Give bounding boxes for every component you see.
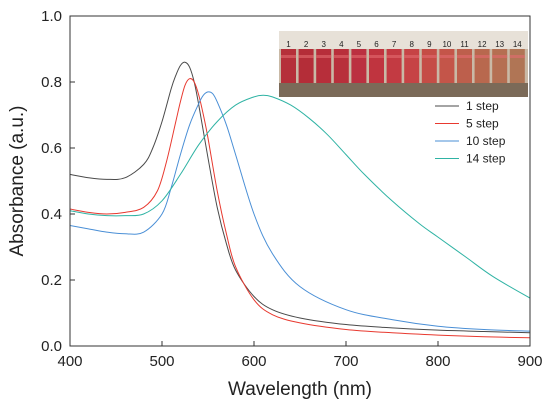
vial-label: 13 (495, 40, 504, 49)
vial-labels-group: 1 2 3 4 5 6 7 8 9 10 11 12 13 14 (286, 40, 522, 49)
y-axis-label: Absorbance (a.u.) (7, 105, 28, 256)
vial-highlight (492, 55, 508, 58)
x-tick-label: 800 (425, 353, 450, 370)
vial-highlight (281, 55, 296, 58)
vial (509, 49, 525, 83)
vial-label: 10 (442, 40, 451, 49)
vial-label: 14 (513, 40, 522, 49)
vial (421, 49, 437, 83)
legend-label: 10 step (466, 134, 506, 148)
y-tick-label: 0.6 (41, 140, 62, 157)
vial-label: 4 (339, 40, 344, 49)
vial-label: 11 (460, 40, 469, 49)
y-tick-label: 1.0 (41, 8, 62, 25)
vial-label: 1 (286, 40, 291, 49)
vial-highlight (351, 55, 367, 58)
vial (492, 49, 508, 83)
vials-group (281, 49, 525, 83)
vial-highlight (474, 55, 490, 58)
vial-highlight (421, 55, 437, 58)
series-lines (69, 61, 531, 339)
vial (351, 49, 367, 83)
vial-label: 2 (304, 40, 309, 49)
series-line-10-step (69, 91, 531, 332)
vial (298, 49, 314, 83)
x-tick-label: 600 (241, 353, 266, 370)
vial-label: 5 (357, 40, 362, 49)
vial-label: 7 (392, 40, 397, 49)
legend: 1 step 5 step 10 step 14 step (435, 99, 506, 166)
vial-label: 9 (427, 40, 432, 49)
series-line-5-step (69, 78, 531, 339)
y-tick-label: 0.8 (41, 74, 62, 91)
vial-label: 8 (409, 40, 414, 49)
series-line-14-step (69, 94, 531, 299)
legend-label: 14 step (466, 152, 506, 166)
y-tick-label: 0.4 (41, 206, 62, 223)
vial-highlight (404, 55, 420, 58)
vial (404, 49, 420, 83)
vial (281, 49, 296, 83)
x-axis: 400 500 600 700 800 900 (57, 341, 543, 370)
vial-highlight (316, 55, 332, 58)
plot-frame (69, 15, 531, 347)
vial-highlight (298, 55, 314, 58)
vial-highlight (457, 55, 472, 58)
vial (369, 49, 384, 83)
vial-label: 3 (321, 40, 326, 49)
y-axis: 0.0 0.2 0.4 0.6 0.8 1.0 (41, 8, 75, 355)
x-tick-label: 500 (149, 353, 174, 370)
vial (457, 49, 472, 83)
vial-label: 12 (478, 40, 487, 49)
inset-top-band (279, 31, 528, 49)
vial (316, 49, 332, 83)
vial-highlight (369, 55, 384, 58)
y-tick-label: 0.0 (41, 338, 62, 355)
vial (333, 49, 349, 83)
vial (474, 49, 490, 83)
vial (439, 49, 455, 83)
vial-highlight (509, 55, 525, 58)
vial (386, 49, 402, 83)
x-tick-label: 400 (57, 353, 82, 370)
series-line-1-step (69, 61, 531, 334)
x-tick-label: 900 (517, 353, 542, 370)
vial-highlight (333, 55, 349, 58)
x-tick-label: 700 (333, 353, 358, 370)
y-tick-label: 0.2 (41, 272, 62, 289)
x-axis-label: Wavelength (nm) (228, 379, 372, 400)
vial-label: 6 (374, 40, 379, 49)
vial-highlight (386, 55, 402, 58)
legend-label: 1 step (466, 99, 499, 113)
vial-highlight (439, 55, 455, 58)
legend-label: 5 step (466, 117, 499, 131)
vial-photo-inset: 1 2 3 4 5 6 7 8 9 10 11 12 13 14 (279, 31, 528, 97)
inset-bottom-band (279, 83, 528, 97)
